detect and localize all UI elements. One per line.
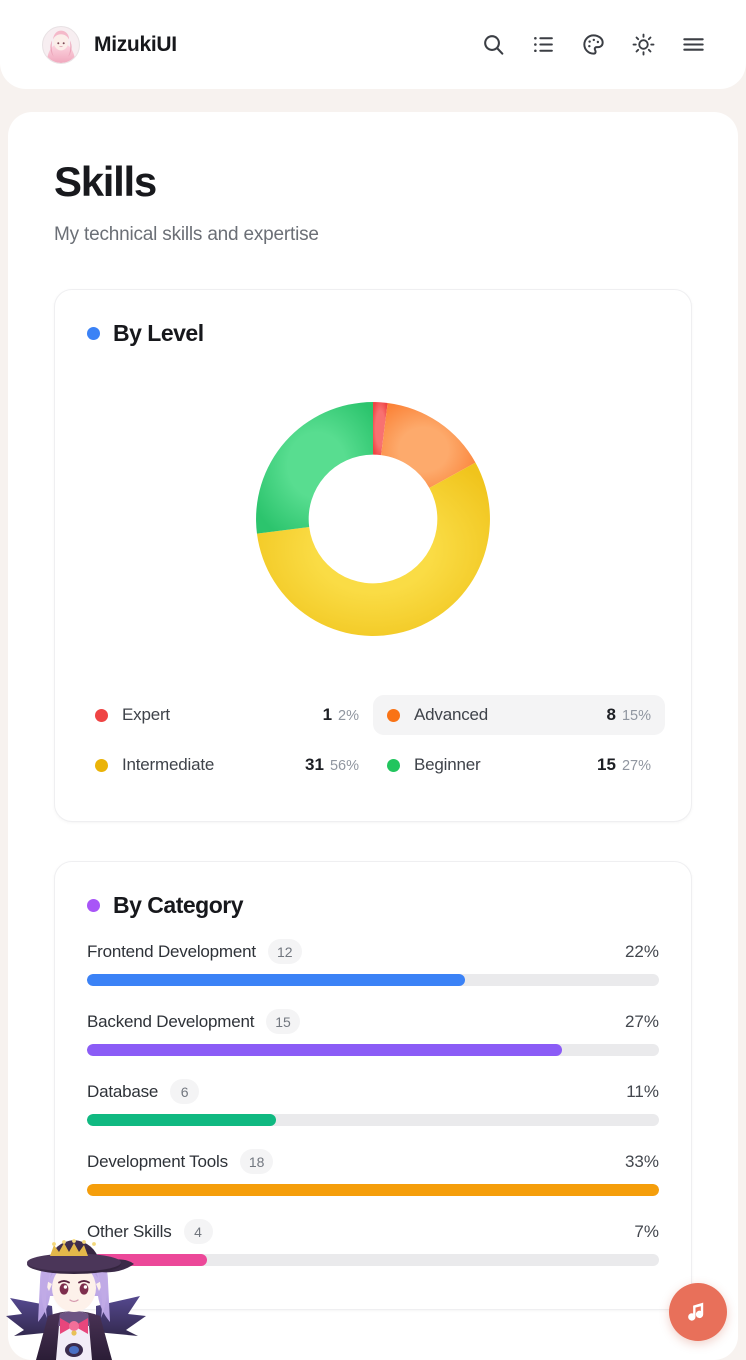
category-row-header: Development Tools 18 33% <box>87 1149 659 1175</box>
legend-percent: 27% <box>621 758 651 775</box>
app-header: MizukiUI <box>0 0 746 89</box>
category-progress-fill <box>87 974 465 987</box>
category-percent: 11% <box>626 1081 659 1101</box>
hamburger-menu-icon[interactable] <box>668 20 718 70</box>
category-row: Frontend Development 12 22% <box>87 939 659 987</box>
music-player-button[interactable] <box>669 1283 727 1341</box>
legend-item-expert[interactable]: Expert 1 2% <box>81 695 373 735</box>
legend-label: Advanced <box>414 705 489 725</box>
category-row: Other Skills 4 7% <box>87 1219 659 1267</box>
category-list: Frontend Development 12 22% Backend Develop… <box>55 919 691 1267</box>
avatar[interactable] <box>42 25 80 64</box>
legend-count: 1 <box>322 705 333 725</box>
category-count-badge: 6 <box>170 1079 200 1105</box>
by-category-header: By Category <box>55 892 691 919</box>
legend-count: 8 <box>606 705 616 725</box>
category-name: Development Tools <box>87 1151 228 1171</box>
page-title: Skills <box>54 158 157 205</box>
category-name: Other Skills <box>87 1221 172 1241</box>
category-progress-track <box>87 1044 659 1057</box>
category-progress-fill <box>87 1184 659 1197</box>
legend-dot <box>95 708 108 722</box>
legend-values: 8 15% <box>607 705 652 725</box>
category-row-header: Other Skills 4 7% <box>87 1219 659 1245</box>
level-legend: Expert 1 2% Advanced 8 15% Intermediate 31 56% Be… <box>55 669 691 785</box>
legend-item-beginner[interactable]: Beginner 15 27% <box>373 745 665 785</box>
category-progress-fill <box>87 1114 276 1127</box>
by-level-dot <box>87 327 100 341</box>
legend-item-intermediate[interactable]: Intermediate 31 56% <box>81 745 373 785</box>
category-name: Database <box>87 1081 159 1101</box>
legend-values: 31 56% <box>305 755 359 775</box>
brand-name: MizukiUI <box>94 32 177 56</box>
sun-icon[interactable] <box>618 20 668 70</box>
category-count-badge: 18 <box>239 1149 274 1175</box>
category-progress-track <box>87 974 659 987</box>
by-level-title: By Level <box>113 320 204 347</box>
category-name: Backend Development <box>87 1011 255 1031</box>
category-count-badge: 4 <box>183 1219 213 1245</box>
category-progress-fill <box>87 1044 562 1057</box>
legend-label: Beginner <box>414 755 481 775</box>
legend-percent: 15% <box>621 708 651 725</box>
legend-values: 1 2% <box>323 705 359 725</box>
category-percent: 27% <box>624 1011 659 1031</box>
music-note-icon <box>688 1302 704 1321</box>
legend-count: 31 <box>305 755 324 775</box>
legend-percent: 2% <box>338 708 359 725</box>
category-row-header: Backend Development 15 27% <box>87 1009 659 1035</box>
brand[interactable]: MizukiUI <box>42 25 177 64</box>
main-content-card: Skills My technical skills and expertise… <box>8 112 738 1360</box>
by-category-dot <box>87 899 100 913</box>
by-level-header: By Level <box>55 320 691 347</box>
legend-label: Intermediate <box>122 755 215 775</box>
palette-icon[interactable] <box>568 20 618 70</box>
category-percent: 33% <box>624 1151 659 1171</box>
category-progress-fill <box>87 1254 208 1267</box>
donut-slice-expert[interactable] <box>373 402 388 456</box>
legend-item-advanced[interactable]: Advanced 8 15% <box>373 695 665 736</box>
category-row: Backend Development 15 27% <box>87 1009 659 1057</box>
category-row: Database 6 11% <box>87 1079 659 1127</box>
legend-count: 15 <box>597 755 616 775</box>
legend-label: Expert <box>122 705 170 725</box>
legend-values: 15 27% <box>597 755 651 775</box>
category-count-badge: 15 <box>266 1009 300 1035</box>
header-actions <box>468 20 718 70</box>
category-row: Development Tools 18 33% <box>87 1149 659 1197</box>
category-percent: 22% <box>624 941 659 961</box>
legend-percent: 56% <box>329 758 359 775</box>
list-icon[interactable] <box>518 20 568 70</box>
skills-donut-chart <box>55 369 691 669</box>
category-row-header: Frontend Development 12 22% <box>87 939 659 965</box>
search-icon[interactable] <box>468 20 518 70</box>
legend-dot <box>95 758 108 772</box>
category-progress-track <box>87 1184 659 1197</box>
category-name: Frontend Development <box>87 941 256 961</box>
by-category-panel: By Category Frontend Development 12 22% Bac… <box>54 861 692 1311</box>
category-progress-track <box>87 1114 659 1127</box>
donut-slice-intermediate[interactable] <box>256 462 490 637</box>
donut-slice-beginner[interactable] <box>256 402 373 534</box>
category-percent: 7% <box>634 1221 659 1241</box>
by-category-title: By Category <box>113 892 243 919</box>
donut-slice-advanced[interactable] <box>381 403 476 489</box>
category-progress-track <box>87 1254 659 1267</box>
page-subtitle: My technical skills and expertise <box>54 224 319 246</box>
legend-dot <box>387 708 400 722</box>
by-level-panel: By Level <box>54 289 692 823</box>
donut-svg <box>256 402 490 637</box>
legend-dot <box>387 758 400 772</box>
category-count-badge: 12 <box>267 939 302 965</box>
category-row-header: Database 6 11% <box>87 1079 659 1105</box>
